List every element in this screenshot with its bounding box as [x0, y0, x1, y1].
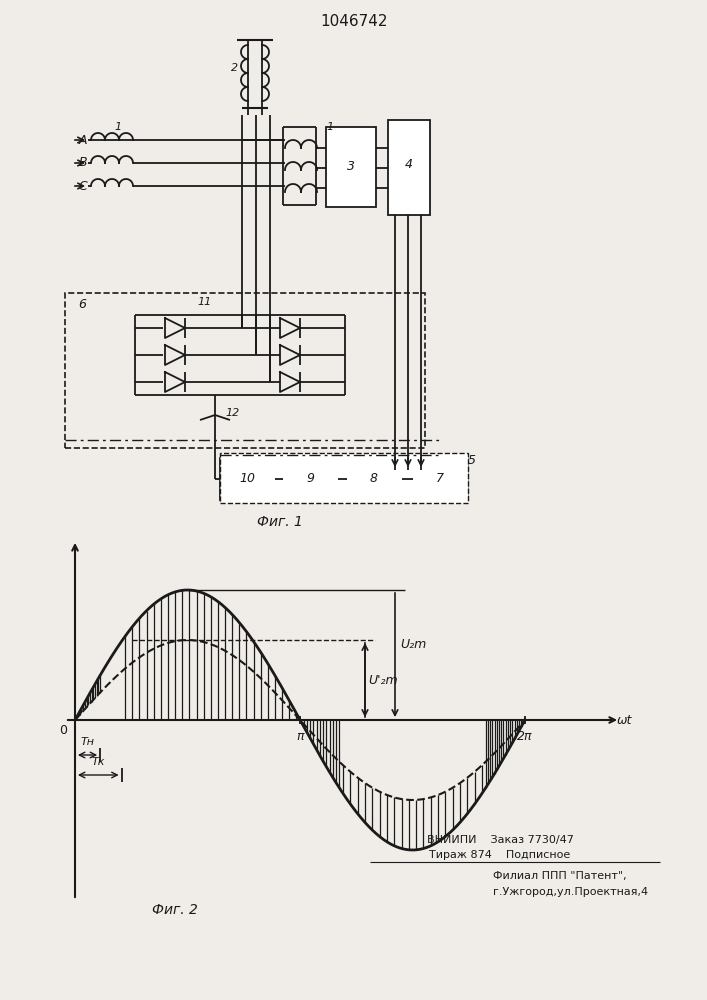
- Bar: [220, 458, 275, 500]
- Text: π: π: [296, 730, 304, 742]
- Text: 8: 8: [370, 473, 378, 486]
- Text: Филиал ППП "Патент",: Филиал ППП "Патент",: [493, 871, 626, 881]
- Bar: [388, 120, 430, 215]
- Text: U'₂m: U'₂m: [368, 674, 398, 686]
- Text: A: A: [78, 133, 87, 146]
- Text: 4: 4: [405, 158, 413, 172]
- Text: 1: 1: [115, 122, 122, 132]
- Text: 2: 2: [231, 63, 238, 73]
- Bar: [347, 458, 402, 500]
- Text: 1: 1: [327, 122, 334, 132]
- Text: Тираж 874    Подписное: Тираж 874 Подписное: [429, 850, 571, 860]
- Text: 1046742: 1046742: [320, 14, 387, 29]
- Text: Фиг. 2: Фиг. 2: [152, 903, 198, 917]
- Text: U₂m: U₂m: [400, 639, 426, 652]
- Bar: [326, 127, 376, 207]
- Bar: [413, 458, 468, 500]
- Text: 6: 6: [78, 298, 86, 312]
- Text: г.Ужгород,ул.Проектная,4: г.Ужгород,ул.Проектная,4: [493, 887, 648, 897]
- Text: 3: 3: [347, 160, 355, 174]
- Text: 9: 9: [306, 473, 314, 486]
- Text: 2π: 2π: [518, 730, 533, 742]
- Text: B: B: [78, 156, 87, 169]
- Text: 5: 5: [468, 454, 476, 466]
- Text: 11: 11: [198, 297, 212, 307]
- Text: 10: 10: [239, 473, 255, 486]
- Text: Tк: Tк: [91, 757, 105, 767]
- Text: ωt: ωt: [617, 714, 633, 726]
- Bar: [283, 458, 338, 500]
- Text: Tн: Tн: [81, 737, 95, 747]
- Bar: [220, 453, 468, 503]
- Text: ВНИИПИ    Заказ 7730/47: ВНИИПИ Заказ 7730/47: [426, 835, 573, 845]
- Bar: [65, 293, 425, 448]
- Text: 0: 0: [59, 724, 67, 736]
- Text: C: C: [78, 180, 87, 192]
- Text: Фиг. 1: Фиг. 1: [257, 515, 303, 529]
- Text: 7: 7: [436, 473, 444, 486]
- Text: 12: 12: [226, 408, 240, 418]
